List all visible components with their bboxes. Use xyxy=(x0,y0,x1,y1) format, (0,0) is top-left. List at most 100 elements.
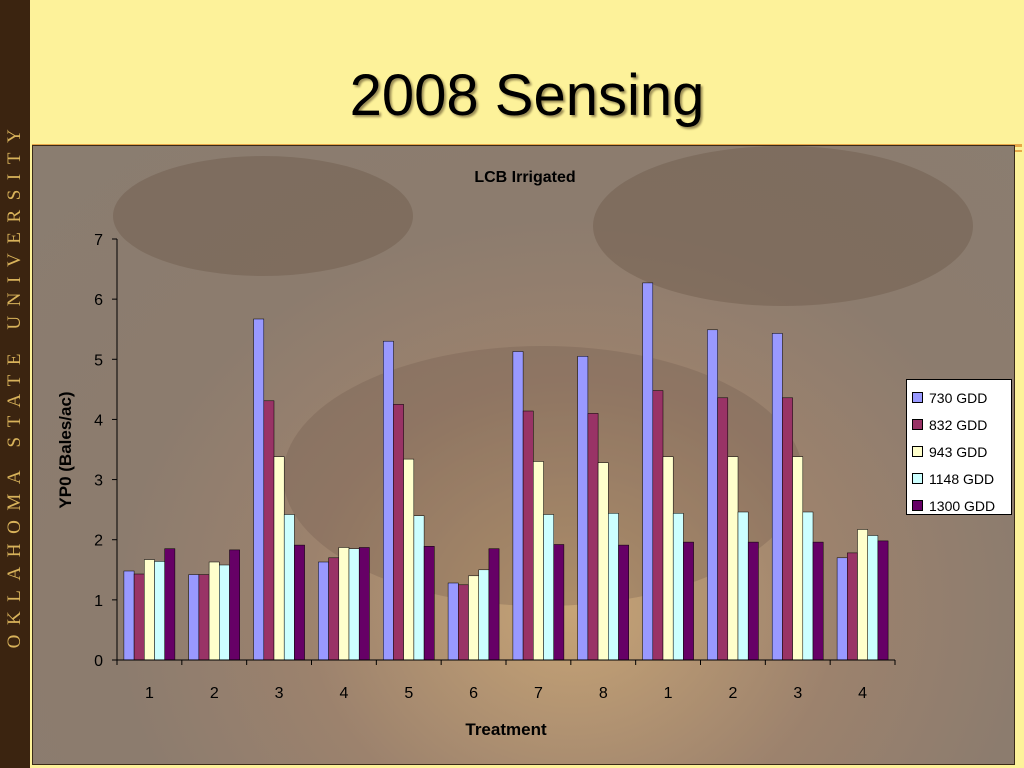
bar-943-gdd-3 xyxy=(273,456,285,661)
bar-1148-gdd-4 xyxy=(348,548,360,661)
bar-832-gdd-5 xyxy=(393,404,404,661)
bar-943-gdd-2 xyxy=(208,561,220,661)
legend-swatch xyxy=(912,473,923,484)
title-area xyxy=(30,0,1024,145)
x-tick-label: 3 xyxy=(793,685,802,702)
bar-943-gdd-12 xyxy=(857,529,868,661)
y-tick-label: 0 xyxy=(94,653,103,670)
bar-832-gdd-12 xyxy=(847,552,858,661)
y-tick-label: 6 xyxy=(94,292,103,309)
x-tick-label: 6 xyxy=(469,685,478,702)
chart-legend: 730 GDD 832 GDD 943 GDD 1148 GDD 1300 GDD xyxy=(906,379,1012,515)
x-tick-label: 8 xyxy=(599,685,608,702)
bar-730-gdd-9 xyxy=(642,282,654,661)
bar-730-gdd-6 xyxy=(447,582,459,661)
side-banner: OKLAHOMA STATE UNIVERSITY xyxy=(0,0,30,768)
bar-730-gdd-3 xyxy=(253,318,265,661)
bar-943-gdd-4 xyxy=(338,547,350,661)
legend-item: 832 GDD xyxy=(912,411,1011,438)
legend-label: 832 GDD xyxy=(929,416,988,433)
bar-1300-gdd-8 xyxy=(618,544,629,661)
bar-1148-gdd-5 xyxy=(413,515,425,661)
bar-832-gdd-3 xyxy=(263,400,275,661)
bar-1300-gdd-9 xyxy=(683,541,694,661)
bar-1148-gdd-3 xyxy=(283,514,295,661)
x-tick-label: 2 xyxy=(210,685,219,702)
bar-1148-gdd-12 xyxy=(867,535,879,661)
x-tick-label: 2 xyxy=(728,685,737,702)
bar-1300-gdd-11 xyxy=(812,541,824,661)
x-tick-label: 4 xyxy=(858,685,867,702)
x-tick-label: 1 xyxy=(664,685,673,702)
chart-title: LCB Irrigated xyxy=(474,169,575,186)
x-tick-label: 7 xyxy=(534,685,543,702)
x-tick-label: 3 xyxy=(275,685,284,702)
y-tick-label: 2 xyxy=(94,533,103,550)
bar-832-gdd-1 xyxy=(133,573,145,661)
bar-1300-gdd-1 xyxy=(164,548,176,661)
bar-832-gdd-2 xyxy=(198,574,210,661)
bar-832-gdd-9 xyxy=(652,390,664,661)
bar-730-gdd-1 xyxy=(123,570,135,661)
background-shadow xyxy=(593,146,973,306)
bar-943-gdd-11 xyxy=(792,456,804,661)
bar-730-gdd-12 xyxy=(836,557,848,661)
legend-swatch xyxy=(912,419,923,430)
legend-item: 730 GDD xyxy=(912,384,1011,411)
bar-1300-gdd-12 xyxy=(877,540,889,661)
legend-label: 730 GDD xyxy=(929,389,988,406)
bar-730-gdd-4 xyxy=(318,561,329,661)
bar-1148-gdd-8 xyxy=(608,513,619,661)
bar-730-gdd-11 xyxy=(771,333,783,661)
bar-1148-gdd-10 xyxy=(737,511,749,661)
bar-730-gdd-5 xyxy=(383,340,394,661)
legend-swatch xyxy=(912,392,923,403)
bar-1300-gdd-6 xyxy=(488,548,500,661)
legend-item: 943 GDD xyxy=(912,438,1011,465)
bar-1148-gdd-6 xyxy=(478,569,490,661)
background-shadow xyxy=(113,156,413,276)
bar-943-gdd-10 xyxy=(727,456,739,661)
bar-943-gdd-7 xyxy=(533,461,544,661)
bar-1300-gdd-7 xyxy=(553,544,565,661)
bar-730-gdd-7 xyxy=(512,351,524,661)
bar-832-gdd-11 xyxy=(782,397,793,661)
bar-1300-gdd-2 xyxy=(229,549,240,661)
y-tick-label: 5 xyxy=(94,352,103,369)
bar-1148-gdd-1 xyxy=(154,561,165,661)
legend-label: 1148 GDD xyxy=(929,470,995,487)
x-axis-label: Treatment xyxy=(465,720,547,739)
bar-730-gdd-10 xyxy=(707,329,718,661)
bar-943-gdd-6 xyxy=(468,575,479,661)
bar-832-gdd-8 xyxy=(587,413,599,661)
bar-832-gdd-6 xyxy=(458,584,469,661)
bar-943-gdd-5 xyxy=(403,458,415,661)
y-tick-label: 1 xyxy=(94,593,103,610)
bar-1148-gdd-11 xyxy=(802,511,814,661)
y-tick-label: 4 xyxy=(94,412,103,429)
legend-label: 1300 GDD xyxy=(929,497,996,514)
bar-1300-gdd-10 xyxy=(747,541,759,661)
legend-item: 1148 GDD xyxy=(912,465,1011,492)
legend-label: 943 GDD xyxy=(929,443,988,460)
bar-1148-gdd-2 xyxy=(219,564,230,661)
bar-832-gdd-10 xyxy=(717,397,729,661)
bar-832-gdd-7 xyxy=(522,410,534,661)
bar-1300-gdd-5 xyxy=(423,546,435,661)
y-tick-label: 7 xyxy=(94,232,103,249)
y-axis-label: YP0 (Bales/ac) xyxy=(56,391,75,508)
legend-item: 1300 GDD xyxy=(912,492,1011,519)
bar-1148-gdd-9 xyxy=(672,513,684,661)
x-tick-label: 1 xyxy=(145,685,154,702)
bar-730-gdd-8 xyxy=(577,356,589,661)
bar-1300-gdd-3 xyxy=(294,544,305,661)
slide-title: 2008 Sensing xyxy=(349,63,705,128)
bar-1300-gdd-4 xyxy=(358,547,370,661)
bar-730-gdd-2 xyxy=(188,574,200,661)
y-tick-label: 3 xyxy=(94,473,103,490)
bar-832-gdd-4 xyxy=(328,557,340,661)
bar-943-gdd-9 xyxy=(662,456,674,661)
legend-swatch xyxy=(912,500,923,511)
bar-1148-gdd-7 xyxy=(543,514,554,661)
